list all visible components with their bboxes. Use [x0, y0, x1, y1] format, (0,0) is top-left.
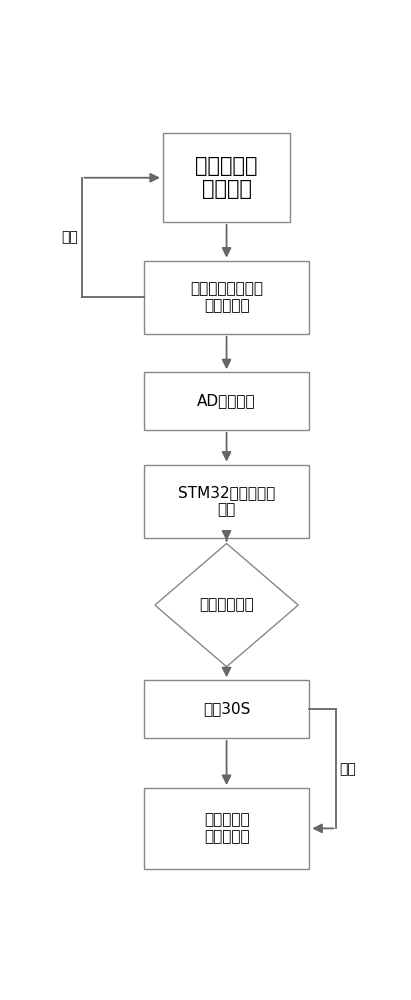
Text: 计时30S: 计时30S	[203, 702, 250, 717]
FancyBboxPatch shape	[144, 788, 309, 869]
Text: 中断: 中断	[339, 762, 356, 776]
Text: 读取用户按键: 读取用户按键	[199, 598, 254, 613]
Text: STM32单片机分析
处理: STM32单片机分析 处理	[178, 485, 275, 517]
Text: 微流控芯片
采集信号: 微流控芯片 采集信号	[195, 156, 258, 199]
FancyBboxPatch shape	[144, 372, 309, 430]
FancyBboxPatch shape	[163, 133, 290, 222]
Text: 返回: 返回	[62, 230, 79, 244]
Text: AD转换模块: AD转换模块	[197, 394, 256, 409]
Text: 电压更随模块、电
压放大模块: 电压更随模块、电 压放大模块	[190, 281, 263, 313]
FancyBboxPatch shape	[144, 680, 309, 738]
FancyBboxPatch shape	[144, 465, 309, 538]
Polygon shape	[155, 544, 298, 667]
FancyBboxPatch shape	[144, 261, 309, 334]
Text: 显示屏显示
尿酸浓度值: 显示屏显示 尿酸浓度值	[204, 812, 249, 845]
